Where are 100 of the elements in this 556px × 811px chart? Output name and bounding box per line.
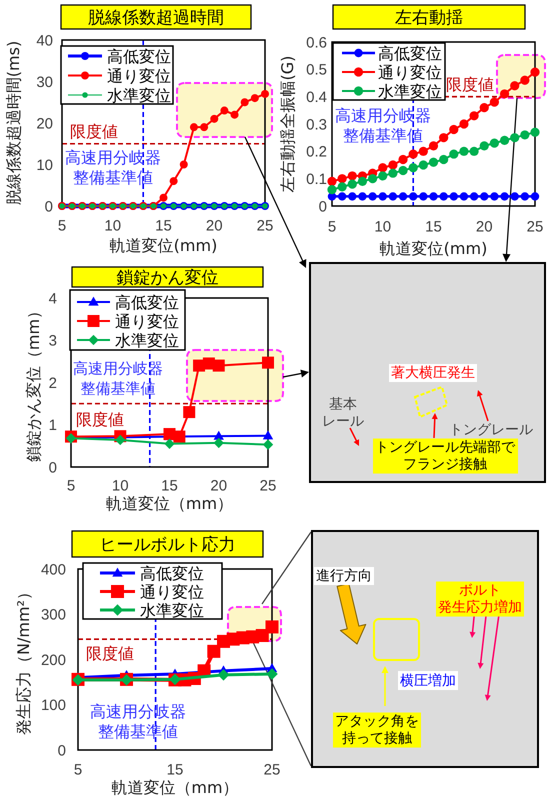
point	[530, 192, 540, 201]
y-axis-title: 鎖錠かん変位（mm）	[24, 302, 43, 462]
y-tick-label: 0	[318, 198, 327, 216]
point	[490, 192, 499, 201]
point	[450, 192, 458, 201]
text: ボルト発生応力増加	[438, 582, 522, 616]
y-tick-label: 0	[44, 198, 53, 216]
legend-label: 高低変位	[140, 564, 204, 583]
x-axis-title: 軌道変位(mm)	[110, 236, 218, 255]
point	[348, 180, 357, 189]
point	[261, 90, 269, 98]
y-tick-label: 4	[48, 290, 57, 308]
point	[378, 163, 388, 172]
y-tick-label: 400	[40, 561, 66, 578]
ref-line-label: 限度値	[86, 644, 134, 663]
point	[520, 76, 530, 85]
y-tick-label: 0.5	[306, 62, 327, 79]
point	[358, 192, 367, 201]
point	[220, 106, 228, 115]
point	[378, 192, 387, 201]
point	[348, 171, 357, 181]
point	[480, 192, 488, 201]
ref-line-label: 限度値	[446, 74, 494, 94]
point	[250, 94, 259, 102]
point	[520, 192, 530, 201]
y-tick-label: 1	[48, 417, 57, 434]
point	[500, 192, 509, 201]
y-tick-label: 0	[48, 459, 57, 476]
point	[388, 168, 398, 178]
point	[409, 192, 418, 201]
point	[480, 103, 489, 112]
point	[262, 439, 274, 450]
point	[207, 644, 220, 658]
point	[460, 192, 468, 201]
point	[240, 98, 249, 106]
point	[256, 629, 269, 642]
x-tick-label: 25	[526, 218, 544, 236]
point	[348, 192, 356, 201]
x-tick-label: 25	[260, 477, 276, 494]
text: トングレール先端部でフランジ接触	[375, 440, 516, 473]
x-tick-label: 15	[161, 477, 178, 494]
point	[510, 81, 520, 90]
x-tick-label: 5	[66, 477, 76, 494]
point	[459, 146, 469, 156]
y-tick-label: 10	[36, 156, 53, 174]
x-axis-title: 軌道変位(mm)	[380, 238, 488, 258]
y-axis-title: 脱線係数超過時間(ms)	[4, 40, 23, 206]
point	[214, 438, 224, 448]
point	[428, 158, 438, 167]
point	[183, 406, 196, 418]
point	[429, 192, 438, 201]
y-tick-label: 40	[36, 32, 53, 50]
point	[218, 669, 230, 681]
point	[266, 620, 278, 634]
y-tick-label: 0.4	[306, 89, 327, 106]
point	[470, 111, 479, 120]
x-tick-label: 10	[112, 477, 129, 494]
point	[530, 67, 540, 77]
y-tick-label: 3	[48, 332, 57, 350]
text: トングレール	[449, 422, 533, 438]
point	[398, 192, 408, 201]
point	[490, 138, 499, 148]
legend-label: 高低変位	[378, 44, 442, 63]
legend-label: 通り変位	[107, 66, 171, 86]
x-tick-label: 25	[264, 761, 280, 778]
legend-label: 水準変位	[378, 82, 442, 101]
y-tick-label: 0.1	[306, 171, 327, 188]
point	[368, 174, 378, 184]
point	[439, 154, 448, 164]
y-tick-label: 100	[40, 697, 66, 714]
ref-line-label: 高速用分岐器整備基準値	[65, 148, 161, 187]
point	[200, 123, 208, 132]
point	[490, 98, 499, 107]
y-axis-title: 発生応力（N/mm²）	[14, 584, 33, 735]
text: 進行方向	[316, 568, 372, 584]
legend-label: 高低変位	[107, 46, 171, 66]
point	[368, 192, 377, 201]
point	[338, 174, 347, 184]
legend-label: 高低変位	[115, 292, 179, 312]
legend-label: 水準変位	[140, 600, 204, 620]
y-tick-label: 0.6	[306, 34, 327, 52]
x-tick-label: 20	[476, 218, 493, 236]
y-tick-label: 200	[40, 652, 66, 669]
point	[190, 123, 198, 132]
point	[173, 430, 186, 443]
legend-label: 通り変位	[378, 62, 442, 82]
point	[419, 192, 428, 201]
point	[439, 192, 448, 201]
point	[470, 146, 479, 156]
point	[338, 182, 347, 192]
point	[160, 194, 168, 202]
x-tick-label: 20	[210, 477, 228, 494]
point	[408, 163, 418, 172]
point	[520, 130, 530, 140]
x-tick-label: 5	[74, 761, 82, 778]
point	[398, 166, 408, 176]
x-tick-label: 5	[328, 218, 336, 236]
x-tick-label: 25	[256, 217, 274, 234]
point	[338, 192, 346, 201]
chart-title: 左右動揺	[395, 8, 463, 28]
